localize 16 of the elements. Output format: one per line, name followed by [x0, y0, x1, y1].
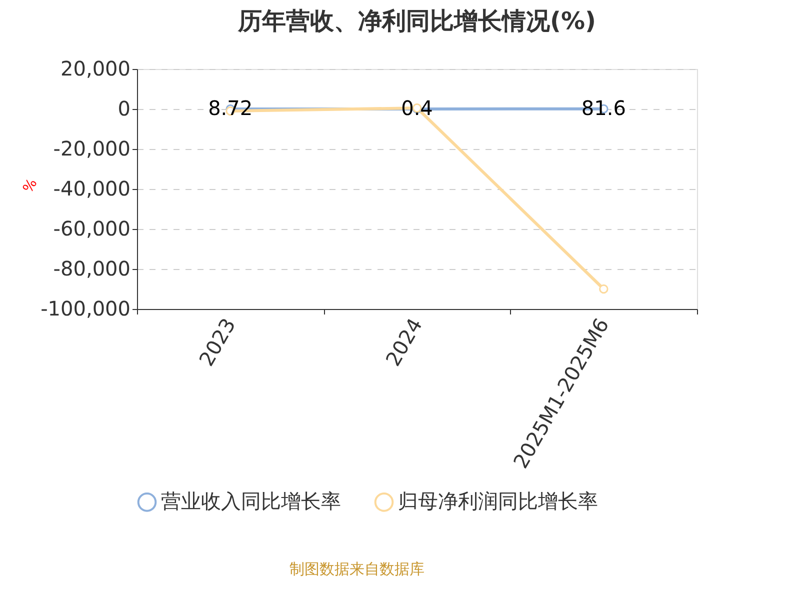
y-axis-title: % — [20, 176, 41, 196]
y-tick-label: -80,000 — [53, 256, 130, 280]
data-label: 8.72 — [208, 96, 253, 120]
y-tick-label: 0 — [118, 96, 130, 120]
chart-title: 历年营收、净利同比增长情况(%) — [237, 7, 596, 35]
y-tick-label: 20,000 — [60, 56, 130, 80]
y-tick-label: -40,000 — [53, 176, 130, 200]
legend-label: 归母净利润同比增长率 — [398, 489, 598, 514]
y-tick-label: -100,000 — [40, 296, 130, 320]
data-label: 0.4 — [401, 96, 433, 120]
point — [599, 284, 608, 294]
y-tick-label: -20,000 — [53, 136, 130, 160]
text: 制图数据来自数据库 — [290, 560, 424, 578]
data-label: 81.6 — [581, 96, 626, 120]
legend-label: 营业收入同比增长率 — [161, 489, 341, 514]
y-tick-label: -60,000 — [53, 216, 130, 240]
